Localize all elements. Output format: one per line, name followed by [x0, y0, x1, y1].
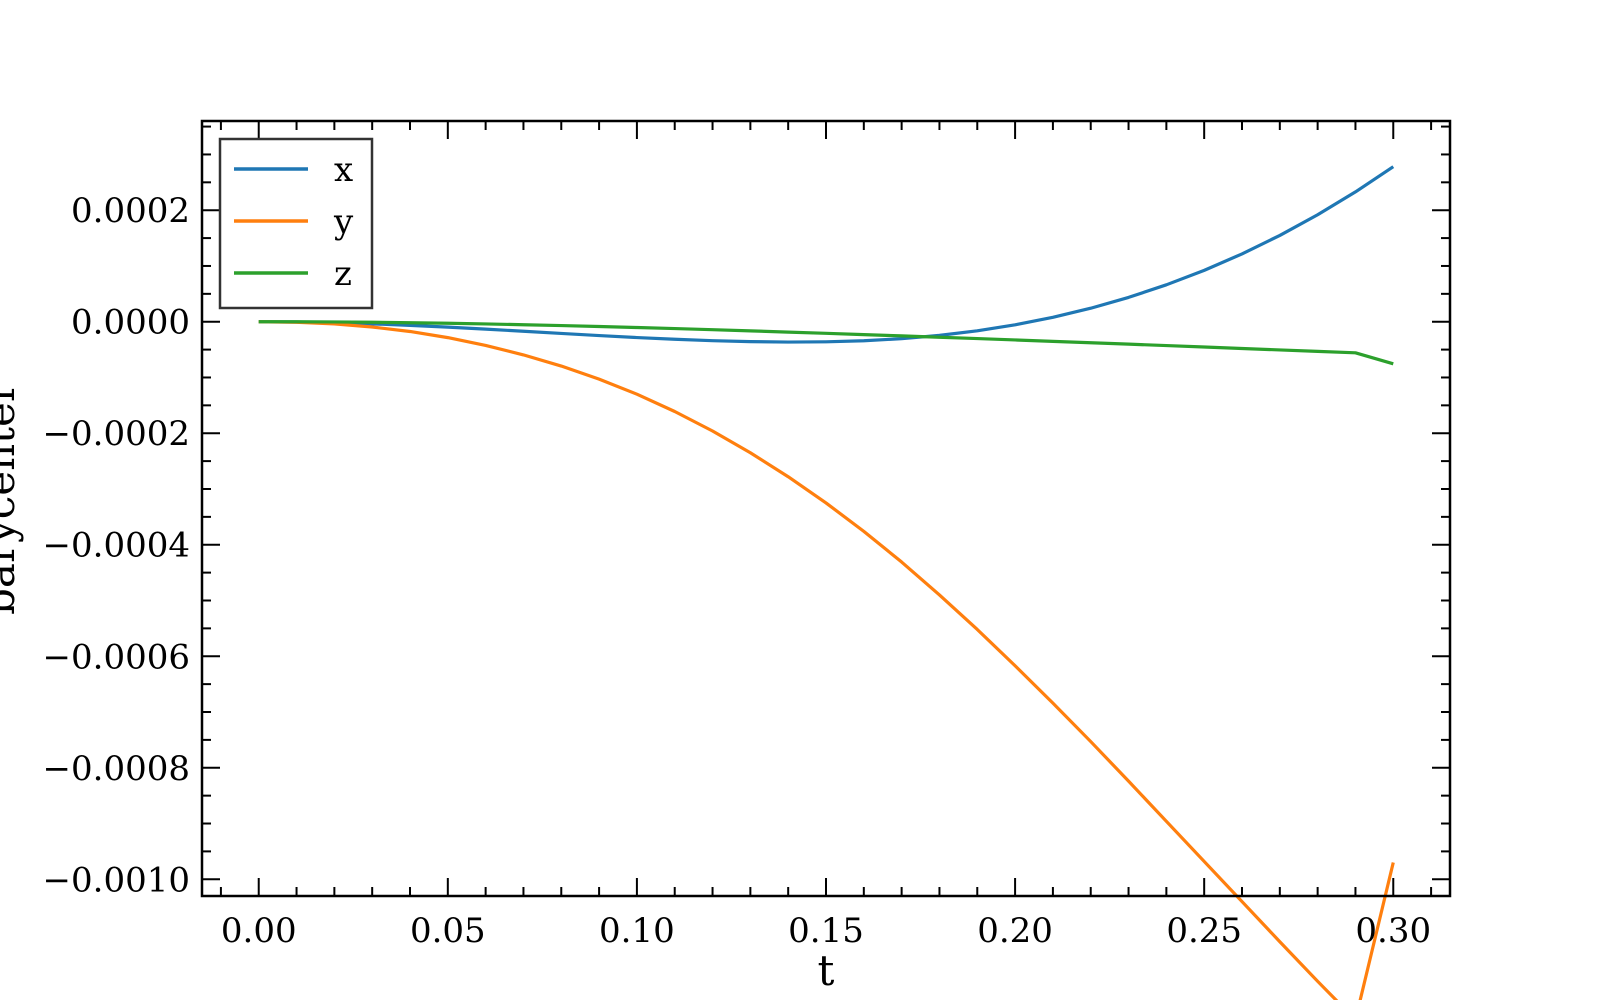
legend-label-z: z — [334, 254, 352, 294]
legend-box — [218, 137, 374, 310]
axis-ticks — [202, 121, 1450, 896]
y-tick-label: 0.0002 — [71, 191, 190, 231]
plot-frame — [200, 119, 1452, 898]
y-tick-label: −0.0008 — [43, 749, 190, 789]
y-tick-label: −0.0004 — [43, 526, 190, 566]
series-line-y — [258, 320, 1395, 1000]
y-tick-label: 0.0000 — [71, 303, 190, 343]
legend: xyz — [218, 137, 374, 310]
y-tick-label: −0.0002 — [43, 414, 190, 454]
axis-tick-labels: 0.00 0.05 0.10 0.15 0.20 0.25 0.30 0.0002 0.0000… — [43, 191, 1432, 951]
x-tick-label: 0.00 — [221, 911, 297, 951]
x-tick-label: 0.25 — [1166, 911, 1242, 951]
y-tick-label: −0.0010 — [43, 860, 190, 900]
x-tick-label: 0.30 — [1355, 911, 1431, 951]
y-tick-label: −0.0006 — [43, 637, 190, 677]
y-axis-label: barycenter — [0, 381, 24, 615]
x-axis-label: t — [818, 946, 835, 995]
series-line-z — [258, 320, 1394, 366]
x-tick-label: 0.15 — [788, 911, 864, 951]
series-line-x — [258, 165, 1395, 344]
x-tick-label: 0.20 — [977, 911, 1053, 951]
legend-label-y: y — [333, 202, 354, 242]
series-lines — [258, 165, 1395, 1000]
legend-label-x: x — [334, 150, 353, 190]
x-tick-label: 0.10 — [599, 911, 675, 951]
x-tick-label: 0.05 — [410, 911, 486, 951]
